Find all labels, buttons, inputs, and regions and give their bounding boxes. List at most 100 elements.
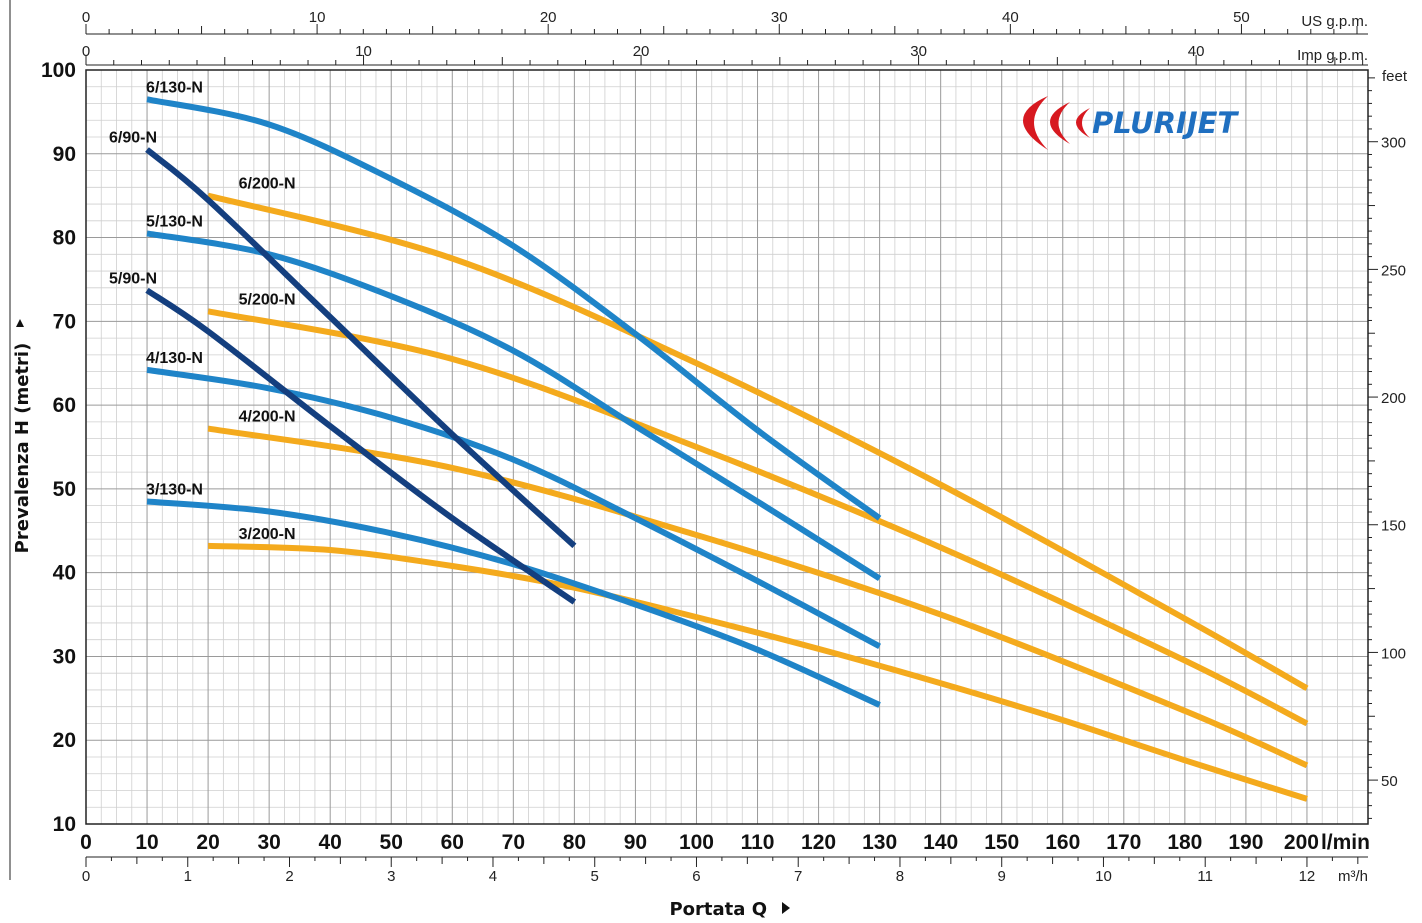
- x-tick-label: 30: [257, 831, 280, 854]
- imp_gpm-tick-label: 20: [633, 43, 650, 60]
- right-axis: 50 100 150 200 250 300 feet: [1368, 68, 1408, 819]
- series-line-5/200-N: [207, 308, 1309, 727]
- logo-swoosh-2: [1050, 102, 1070, 144]
- imp_gpm-tick-label: 10: [355, 43, 372, 60]
- x-tick-label: 10: [135, 831, 158, 854]
- series-labels: 6/130-N 6/90-N 6/200-N 5/130-N 5/90-N 5/200-N…: [109, 79, 296, 543]
- series-label: 5/130-N: [146, 213, 203, 230]
- m3h-tick-label: 4: [489, 868, 497, 885]
- series-label: 4/200-N: [239, 409, 296, 426]
- series-line-4/200-N: [207, 425, 1309, 769]
- x-tick-label: 170: [1106, 831, 1141, 854]
- y-tick-label: 90: [53, 143, 76, 166]
- x-tick-label: 50: [380, 831, 403, 854]
- feet-tick-label: 250: [1381, 262, 1406, 279]
- y-axis-arrow-icon: [16, 319, 24, 327]
- imp_gpm-unit-label: Imp g.p.m.: [1297, 47, 1368, 64]
- m3h-tick-label: 6: [692, 868, 700, 885]
- y-tick-label: 60: [53, 394, 76, 417]
- x-tick-label: 80: [563, 831, 586, 854]
- us_gpm-tick-label: 50: [1233, 9, 1250, 26]
- m3h-tick-label: 1: [184, 868, 192, 885]
- top-axes: 0 10 20 30 40 50 US g.p.m. 0 10 20 30 40 Imp g.p.m.: [82, 9, 1368, 66]
- x-tick-label: 90: [624, 831, 647, 854]
- series-line-6/200-N: [207, 192, 1309, 691]
- series-line-3/130-N: [146, 498, 881, 708]
- series-line-5/90-N: [145, 287, 577, 605]
- feet-tick-label: 150: [1381, 518, 1406, 535]
- series-label: 5/200-N: [239, 291, 296, 308]
- m3h-unit-label: m³/h: [1338, 868, 1368, 885]
- x-axis-arrow-icon: [782, 902, 790, 914]
- m3h-tick-label: 11: [1197, 868, 1213, 885]
- x-tick-label: 60: [441, 831, 464, 854]
- us_gpm-tick-label: 30: [771, 9, 788, 26]
- m3h-tick-label: 12: [1299, 868, 1316, 885]
- x-axis-title: Portata Q: [669, 899, 767, 920]
- m3h-tick-label: 10: [1095, 868, 1112, 885]
- imp_gpm-tick-label: 0: [82, 43, 90, 60]
- logo-swoosh-3: [1076, 108, 1090, 138]
- series-label: 4/130-N: [146, 350, 203, 367]
- series-line-6/90-N: [145, 147, 577, 549]
- y-tick-label: 80: [53, 227, 76, 250]
- y-tick-label: 50: [53, 478, 76, 501]
- y-tick-label: 30: [53, 645, 76, 668]
- m3h-tick-label: 3: [387, 868, 395, 885]
- logo-swoosh-1: [1023, 96, 1048, 150]
- series-line-3/200-N: [207, 542, 1308, 802]
- m3h-tick-label: 5: [591, 868, 599, 885]
- x-tick-label: 150: [984, 831, 1019, 854]
- series-line-6/130-N: [146, 96, 882, 521]
- x-tick-label: 200: [1284, 831, 1319, 854]
- left-axis: 10 20 30 40 50 60 70 80 90 100: [41, 59, 76, 836]
- series-label: 3/200-N: [239, 526, 296, 543]
- m3h-tick-label: 9: [998, 868, 1006, 885]
- us_gpm-unit-label: US g.p.m.: [1301, 13, 1368, 30]
- x-tick-label: 110: [741, 831, 775, 854]
- series-lines: [145, 96, 1309, 802]
- y-tick-label: 20: [53, 729, 76, 752]
- feet-tick-label: 300: [1381, 135, 1406, 152]
- y-tick-label: 100: [41, 59, 76, 82]
- x-tick-label: 70: [502, 831, 525, 854]
- series-label: 5/90-N: [109, 270, 157, 287]
- x-tick-label: 100: [679, 831, 714, 854]
- series-label: 6/200-N: [239, 176, 296, 193]
- us_gpm-tick-label: 10: [309, 9, 326, 26]
- x-unit-label: l/min: [1321, 831, 1370, 854]
- y-tick-label: 70: [53, 310, 76, 333]
- m3h-tick-label: 7: [794, 868, 802, 885]
- bottom-axes: 0 10 20 30 40 50 60 70 80 90 100 110 120 130 140 150 160…: [80, 831, 1370, 885]
- x-tick-label: 130: [862, 831, 897, 854]
- feet-tick-label: 200: [1381, 390, 1406, 407]
- feet-unit-label: feet: [1382, 68, 1408, 85]
- x-tick-label: 120: [801, 831, 836, 854]
- x-tick-label: 20: [196, 831, 219, 854]
- m3h-tick-label: 0: [82, 868, 90, 885]
- x-tick-label: 190: [1228, 831, 1263, 854]
- us_gpm-tick-label: 40: [1002, 9, 1019, 26]
- y-tick-label: 40: [53, 562, 76, 585]
- series-label: 3/130-N: [146, 481, 203, 498]
- x-tick-label: 0: [80, 831, 92, 854]
- us_gpm-tick-label: 0: [82, 9, 90, 26]
- x-tick-label: 180: [1167, 831, 1202, 854]
- plurijet-logo: PLURIJET: [1023, 96, 1239, 150]
- imp_gpm-tick-label: 40: [1188, 43, 1205, 60]
- x-tick-label: 160: [1045, 831, 1080, 854]
- m3h-tick-label: 2: [285, 868, 293, 885]
- y-tick-label: 10: [53, 813, 76, 836]
- x-tick-label: 40: [319, 831, 342, 854]
- feet-tick-label: 50: [1381, 773, 1398, 790]
- us_gpm-tick-label: 20: [540, 9, 557, 26]
- feet-tick-label: 100: [1381, 645, 1406, 662]
- series-label: 6/90-N: [109, 130, 157, 147]
- logo-text: PLURIJET: [1092, 106, 1239, 140]
- x-tick-label: 140: [923, 831, 958, 854]
- m3h-tick-label: 8: [896, 868, 904, 885]
- y-axis-title: Prevalenza H (metri): [12, 343, 33, 554]
- series-label: 6/130-N: [146, 79, 203, 96]
- series-line-4/130-N: [146, 366, 882, 650]
